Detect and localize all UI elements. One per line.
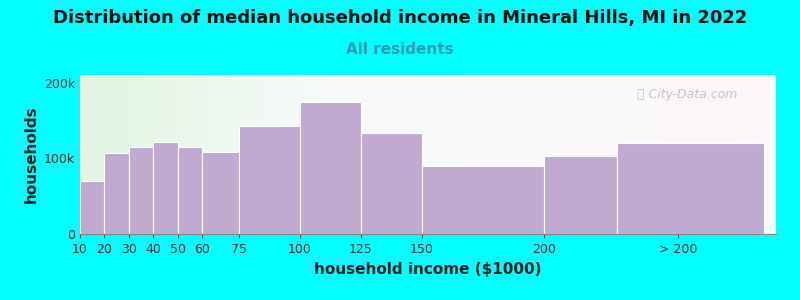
- X-axis label: household income ($1000): household income ($1000): [314, 262, 542, 277]
- Bar: [105, 153, 129, 234]
- Bar: [154, 142, 178, 234]
- Bar: [618, 143, 764, 234]
- Text: Distribution of median household income in Mineral Hills, MI in 2022: Distribution of median household income …: [53, 9, 747, 27]
- Bar: [129, 147, 154, 234]
- Bar: [238, 126, 300, 234]
- Bar: [80, 181, 105, 234]
- Bar: [422, 166, 544, 234]
- Bar: [178, 147, 202, 234]
- Y-axis label: households: households: [23, 106, 38, 203]
- Text: All residents: All residents: [346, 42, 454, 57]
- Bar: [202, 152, 238, 234]
- Bar: [361, 133, 422, 234]
- Bar: [544, 156, 618, 234]
- Text: ⓘ City-Data.com: ⓘ City-Data.com: [637, 88, 737, 100]
- Bar: [300, 101, 361, 234]
